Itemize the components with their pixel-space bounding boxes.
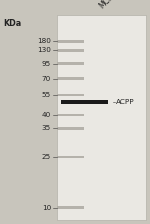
Text: 55: 55 xyxy=(42,92,51,98)
Bar xyxy=(57,40,84,43)
Bar xyxy=(57,156,84,158)
Bar xyxy=(57,62,84,65)
Text: MCF7: MCF7 xyxy=(97,0,118,10)
Bar xyxy=(57,127,84,130)
Text: 70: 70 xyxy=(42,75,51,82)
Text: ACPP: ACPP xyxy=(116,99,135,105)
Bar xyxy=(57,15,146,220)
Text: 130: 130 xyxy=(37,47,51,54)
Bar xyxy=(61,100,108,104)
Text: 35: 35 xyxy=(42,125,51,131)
Text: 95: 95 xyxy=(42,61,51,67)
Text: 40: 40 xyxy=(42,112,51,118)
Text: 25: 25 xyxy=(42,154,51,160)
Bar xyxy=(57,94,84,96)
Bar xyxy=(57,49,84,52)
Bar xyxy=(57,77,84,80)
Text: 180: 180 xyxy=(37,38,51,44)
Bar xyxy=(57,114,84,116)
Bar xyxy=(57,206,84,209)
Text: KDa: KDa xyxy=(3,19,21,28)
Text: 10: 10 xyxy=(42,205,51,211)
